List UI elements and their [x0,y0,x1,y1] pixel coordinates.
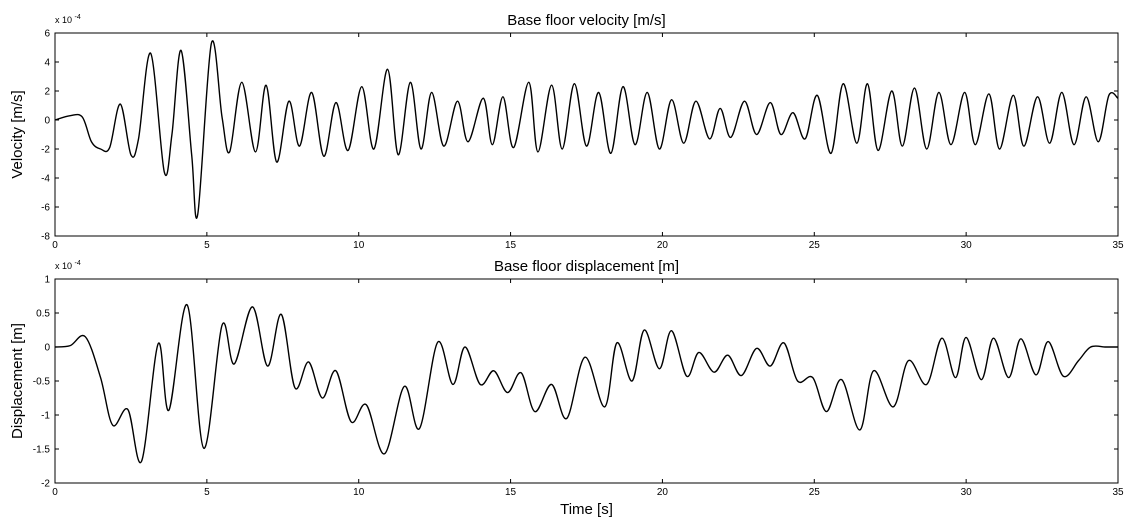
displacement-y-tick-label: -0.5 [33,377,51,388]
velocity-tick-labels: 0 5 10 15 20 25 30 35 -8 -6 -4 -2 0 2 4 6 [41,29,1124,252]
velocity-x-tick-label: 30 [961,240,973,251]
velocity-x-tick-label: 10 [353,240,365,251]
displacement-series-line [54,304,1118,464]
displacement-x-tick-label: 20 [657,487,669,498]
velocity-chart-title: Base floor velocity [m/s] [507,12,665,29]
displacement-x-tick-label: 10 [353,487,365,498]
velocity-x-tick-label: 35 [1112,240,1124,251]
velocity-y-multiplier-base: x 10 [55,15,72,25]
displacement-y-tick-label: 0.5 [36,309,50,320]
displacement-y-multiplier-exponent: -4 [75,260,81,267]
displacement-tick-labels: 0 5 10 15 20 25 30 35 -2 -1.5 -1 -0.5 0 0.5 1 [33,275,1124,499]
displacement-x-axis-label: Time [s] [560,501,613,518]
velocity-y-tick-label: -6 [41,203,50,214]
velocity-axes: 0 5 10 15 20 25 30 35 -8 -6 -4 -2 0 2 4 6 Base floor ve… [9,12,1124,251]
velocity-y-tick-label: 0 [44,116,50,127]
displacement-x-tick-label: 0 [52,487,58,498]
velocity-y-tick-label: -2 [41,145,50,156]
displacement-x-tick-label: 15 [505,487,517,498]
velocity-y-tick-label: 6 [44,29,50,40]
velocity-y-axis-label: Velocity [m/s] [9,90,26,178]
velocity-x-tick-label: 5 [204,240,210,251]
velocity-y-tick-label: -8 [41,232,50,243]
velocity-plot-area [54,32,1119,237]
displacement-chart-title: Base floor displacement [m] [494,258,679,275]
velocity-x-tick-label: 15 [505,240,517,251]
displacement-ticks [54,278,1119,484]
velocity-x-tick-label: 25 [809,240,821,251]
displacement-x-tick-label: 25 [809,487,821,498]
velocity-ticks [54,32,1119,237]
velocity-y-multiplier-exponent: -4 [75,14,81,21]
velocity-x-tick-label: 20 [657,240,669,251]
velocity-y-tick-label: 4 [44,58,50,69]
displacement-y-tick-label: 1 [44,275,50,286]
displacement-y-multiplier-base: x 10 [55,261,72,271]
velocity-series-line [54,40,1119,219]
displacement-y-tick-label: -2 [41,479,50,490]
displacement-y-tick-label: -1.5 [33,445,51,456]
displacement-x-tick-label: 30 [961,487,973,498]
displacement-y-tick-label: -1 [41,411,50,422]
displacement-x-tick-label: 5 [204,487,210,498]
velocity-y-multiplier: x 10 -4 [55,14,81,25]
displacement-x-tick-label: 35 [1112,487,1124,498]
displacement-y-tick-label: 0 [44,343,50,354]
velocity-y-tick-label: -4 [41,174,50,185]
displacement-y-axis-label: Displacement [m] [9,323,26,439]
displacement-y-multiplier: x 10 -4 [55,260,81,271]
velocity-x-tick-label: 0 [52,240,58,251]
velocity-y-tick-label: 2 [44,87,50,98]
displacement-axes: 0 5 10 15 20 25 30 35 -2 -1.5 -1 -0.5 0 0.5 1 Base flo… [9,258,1124,518]
displacement-plot-area [54,278,1119,484]
